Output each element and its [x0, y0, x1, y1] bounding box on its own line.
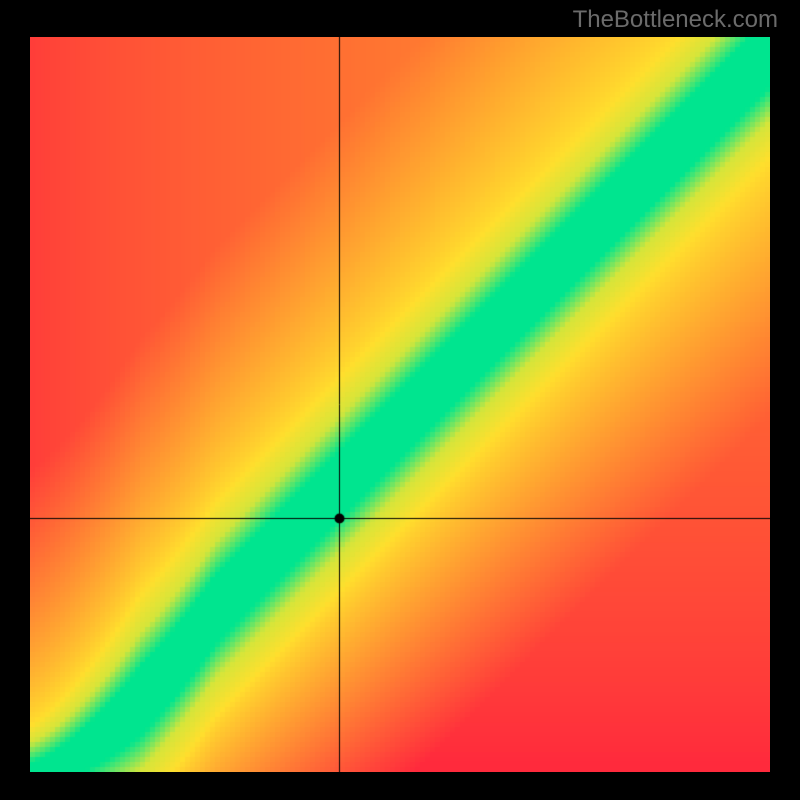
- bottleneck-heatmap: [30, 37, 770, 772]
- watermark-label: TheBottleneck.com: [573, 6, 778, 34]
- chart-container: TheBottleneck.com: [0, 0, 800, 800]
